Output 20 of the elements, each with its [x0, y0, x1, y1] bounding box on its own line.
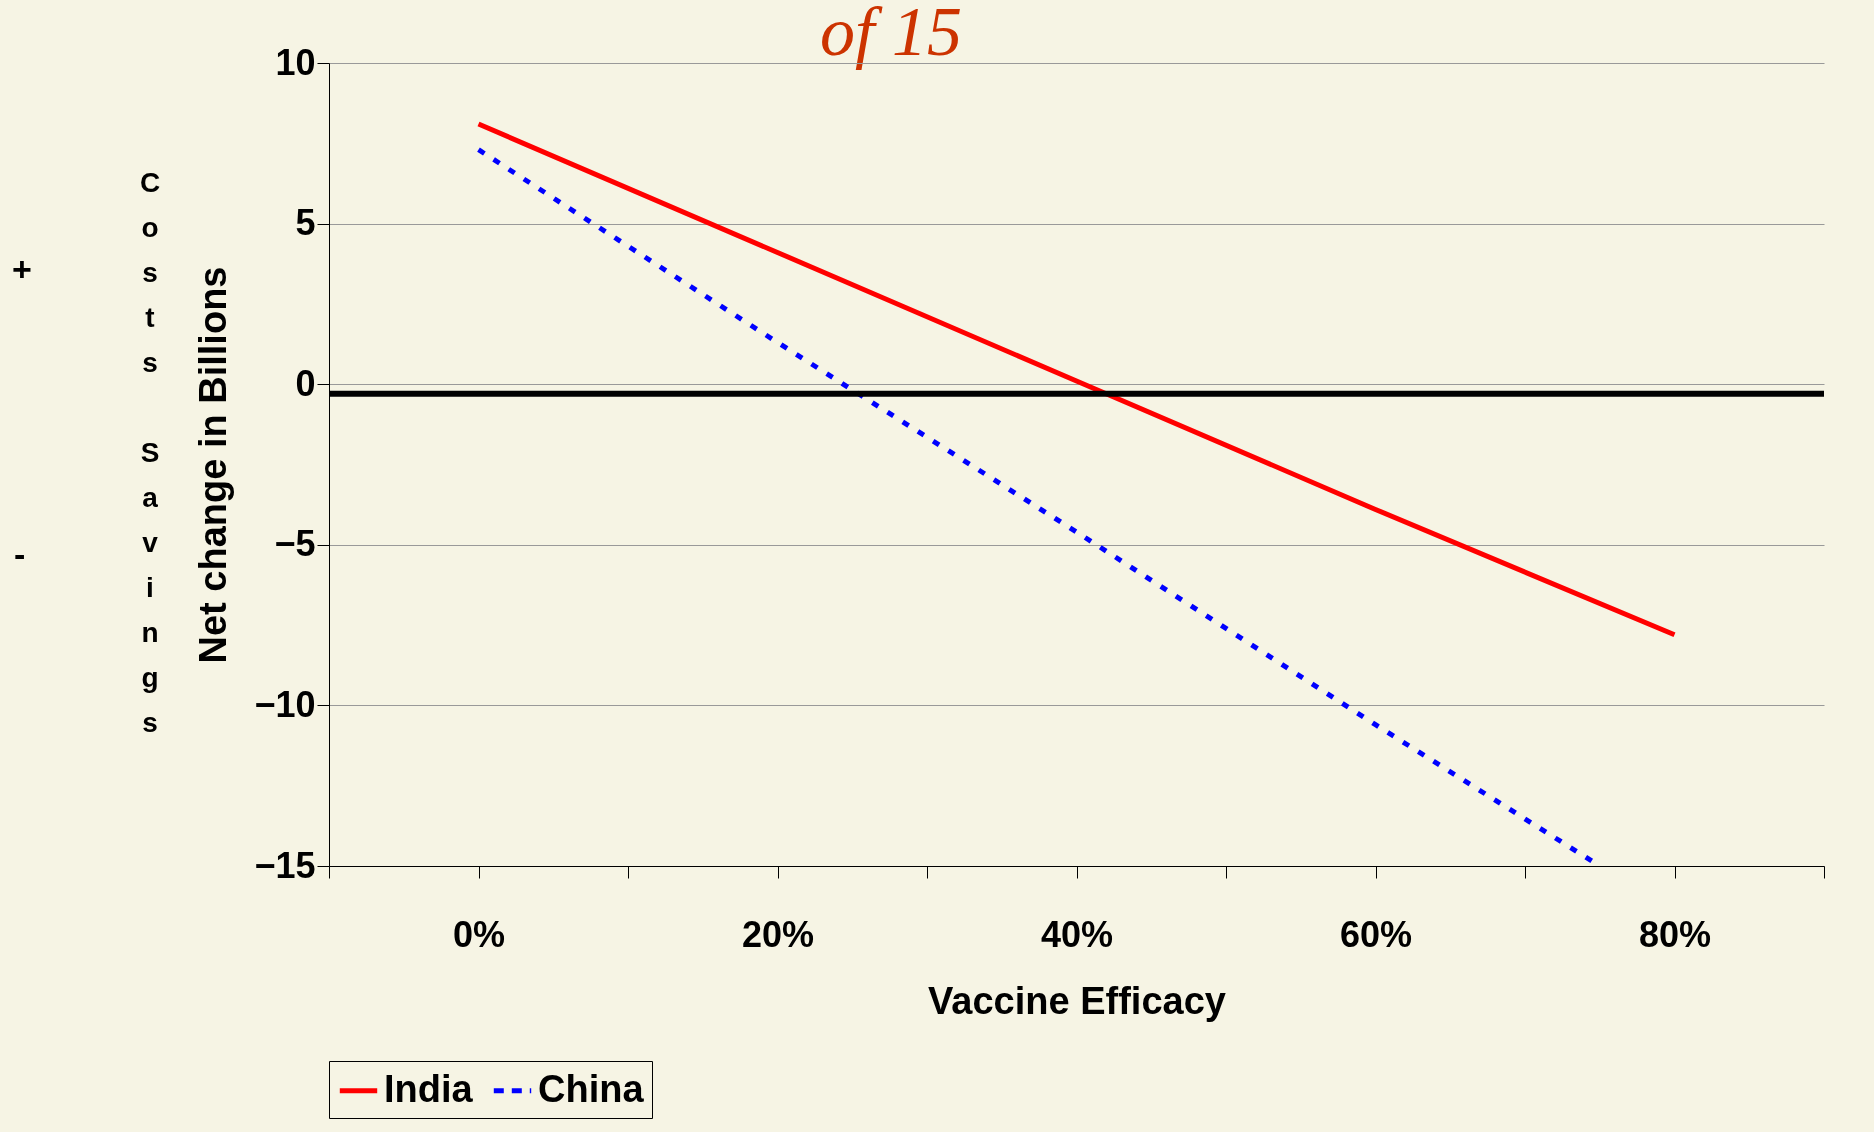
y-tick-label: 0: [295, 362, 316, 404]
x-tick-label: 40%: [1040, 913, 1114, 955]
x-tick-label: 20%: [741, 913, 815, 955]
y-tick-label: 5: [295, 202, 316, 244]
text: -: [14, 535, 26, 574]
y-tick-label: −10: [254, 683, 316, 725]
x-axis-title: Vaccine Efficacy: [928, 979, 1226, 1022]
legend-label: China: [538, 1067, 645, 1110]
x-tick-label: 0%: [452, 913, 506, 955]
y-tick-label: 10: [275, 41, 316, 83]
y-axis-title: Net change in Billions: [192, 266, 235, 664]
x-tick-label: 60%: [1339, 913, 1413, 955]
text: Savings: [139, 436, 161, 740]
text: +: [12, 250, 32, 289]
text: Costs: [138, 166, 162, 380]
x-tick-label: 80%: [1638, 913, 1712, 955]
y-tick-label: −5: [274, 523, 316, 565]
chart-title: of 15: [820, 0, 962, 72]
legend-label: India: [384, 1067, 474, 1110]
y-tick-label: −15: [254, 844, 316, 886]
